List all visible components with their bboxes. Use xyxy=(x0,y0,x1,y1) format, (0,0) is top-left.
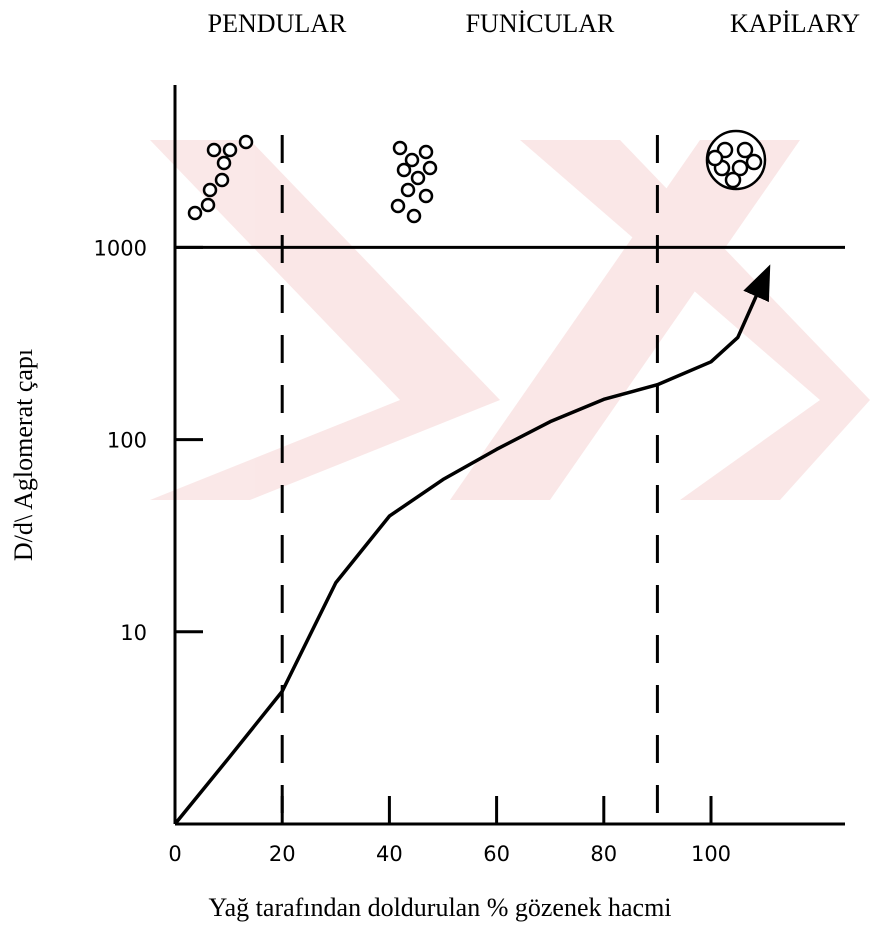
x-tick-label: 40 xyxy=(376,842,403,866)
agglomerate-icons xyxy=(187,129,767,224)
y-tick-label: 100 xyxy=(107,429,147,453)
y-tick-label: 1000 xyxy=(94,236,147,260)
x-tick-label: 0 xyxy=(168,842,181,866)
x-axis-label: Yağ tarafından doldurulan % gözenek hacm… xyxy=(208,893,671,922)
x-tick-label: 80 xyxy=(590,842,617,866)
watermark xyxy=(150,140,870,500)
region-label: PENDULAR xyxy=(208,9,347,38)
region-label: KAPİLARY xyxy=(730,9,860,38)
region-label: FUNİCULAR xyxy=(466,9,615,38)
x-tick-label: 20 xyxy=(269,842,296,866)
y-tick-label: 10 xyxy=(120,621,147,645)
x-tick-label: 60 xyxy=(483,842,510,866)
y-axis-label: D/d\ Aglomerat çapı xyxy=(9,349,38,561)
x-tick-label: 100 xyxy=(691,842,731,866)
data-line xyxy=(173,264,771,826)
